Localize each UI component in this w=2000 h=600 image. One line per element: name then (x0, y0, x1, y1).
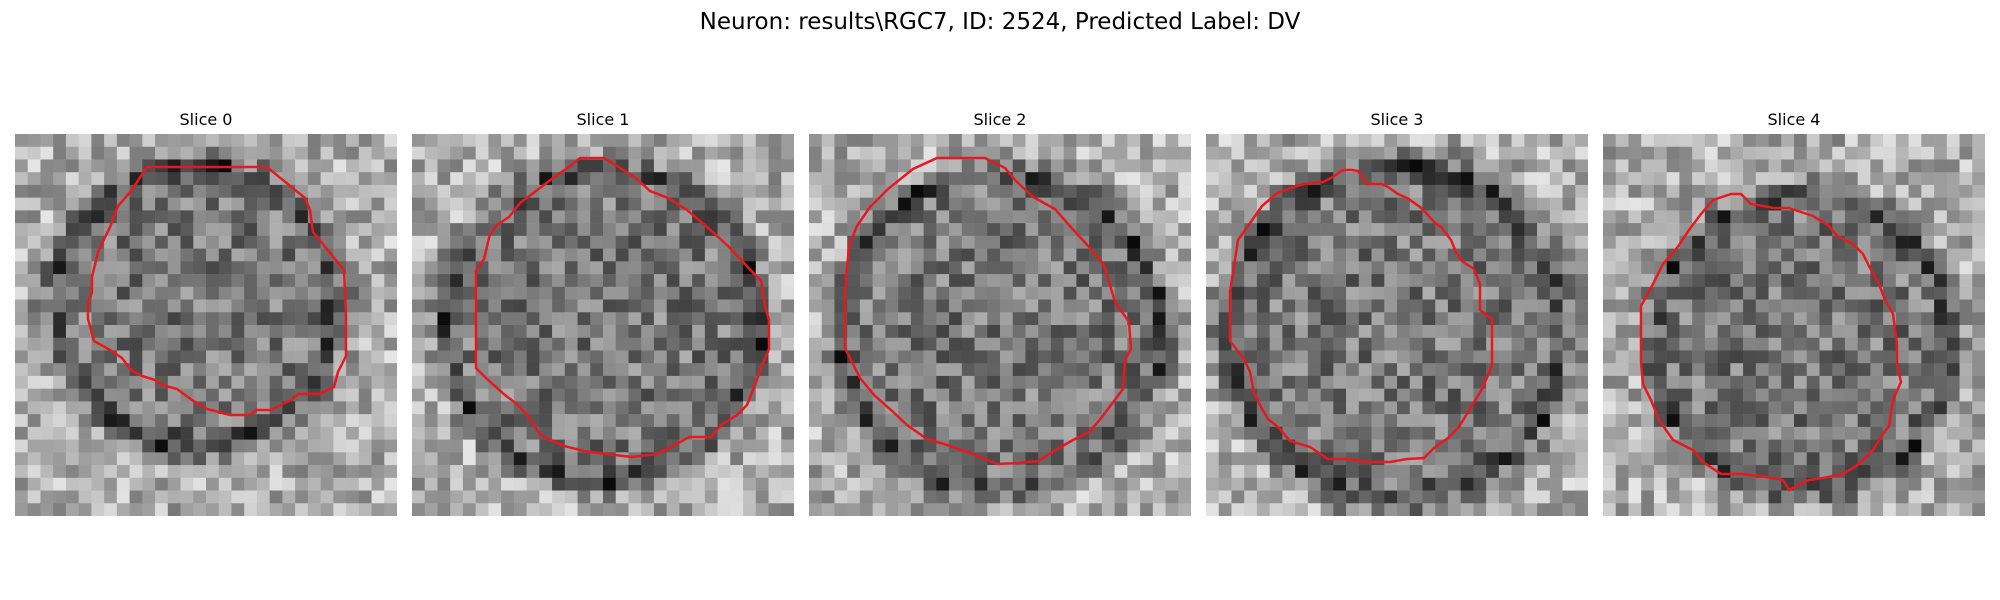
slice-image (1206, 134, 1588, 516)
segmentation-outline (843, 156, 1133, 466)
slice-panel-1: Slice 1 (412, 108, 794, 528)
slice-image (1603, 134, 1985, 516)
slice-title: Slice 0 (179, 110, 233, 129)
slice-panel-3: Slice 3 (1206, 108, 1588, 528)
figure-title: Neuron: results\RGC7, ID: 2524, Predicte… (699, 9, 1301, 35)
slice-image (15, 134, 397, 516)
slice-panel-4: Slice 4 (1603, 108, 1985, 528)
segmentation-outline (86, 165, 348, 417)
slice-panel-2: Slice 2 (809, 108, 1191, 528)
segmentation-outline (1228, 168, 1494, 464)
slice-title: Slice 2 (973, 110, 1027, 129)
slice-title: Slice 1 (576, 110, 630, 129)
slice-panel-0: Slice 0 (15, 108, 397, 528)
segmentation-outline (1639, 192, 1903, 492)
segmentation-outline (474, 156, 771, 459)
slice-title: Slice 3 (1370, 110, 1424, 129)
slice-image (412, 134, 794, 516)
slice-image (809, 134, 1191, 516)
slice-title: Slice 4 (1767, 110, 1821, 129)
